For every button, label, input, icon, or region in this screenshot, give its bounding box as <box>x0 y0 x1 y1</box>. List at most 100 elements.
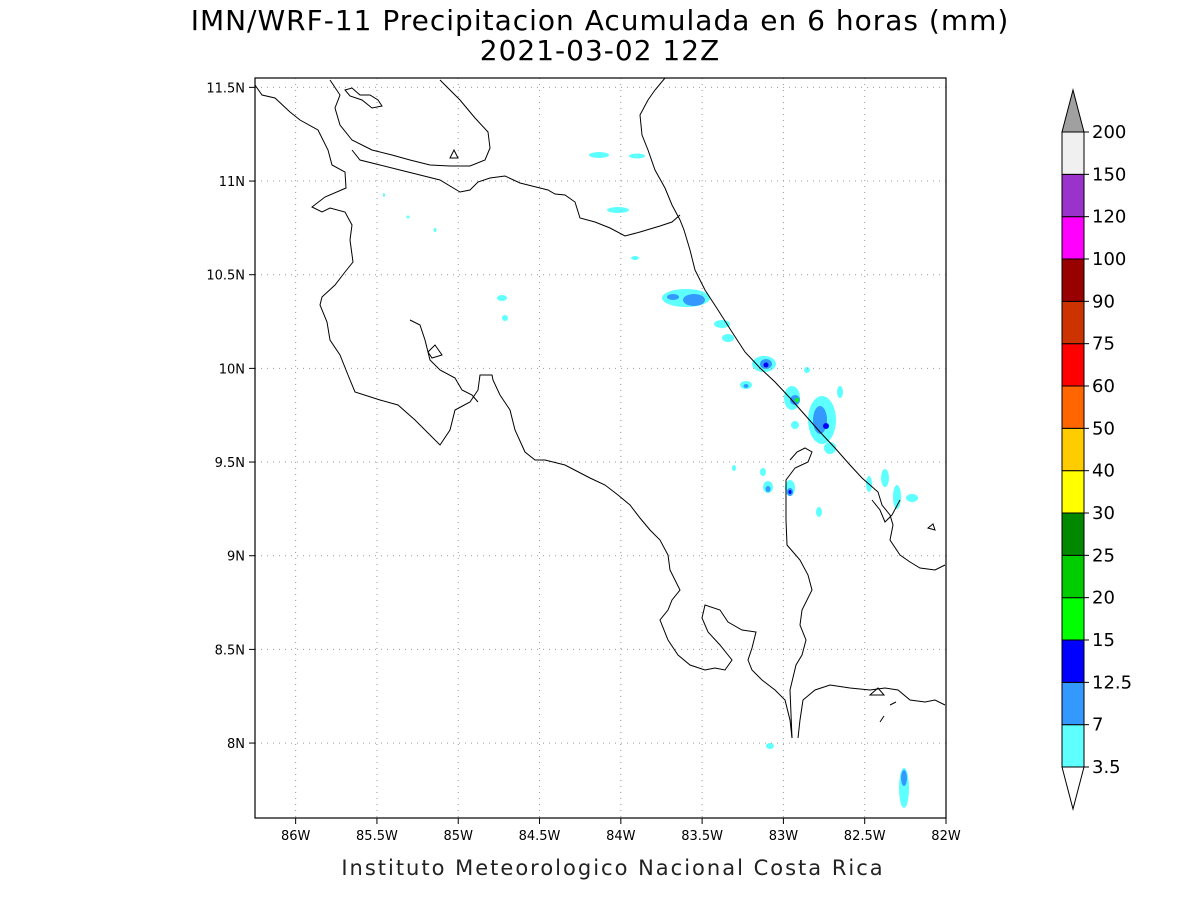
precip-blob <box>906 494 918 502</box>
precip-blob <box>788 490 792 494</box>
precip-blob <box>804 367 810 373</box>
colorbar-label: 150 <box>1092 164 1126 185</box>
lon-tick-label: 85W <box>444 829 474 844</box>
lon-tick-label: 83.5W <box>681 829 723 844</box>
colorbar-swatch <box>1061 216 1085 260</box>
colorbar-label: 90 <box>1092 291 1115 312</box>
precip-blob <box>823 423 829 429</box>
coastline-bocas-del-toro <box>871 499 901 523</box>
colorbar-label: 40 <box>1092 461 1115 482</box>
colorbar-swatch <box>1061 512 1085 556</box>
precip-blob <box>631 256 639 260</box>
coastline-panama-island-3 <box>889 701 897 706</box>
colorbar-label: 60 <box>1092 376 1115 397</box>
lake-island-north <box>344 87 383 109</box>
precip-blob <box>766 743 774 749</box>
footer-credit: Instituto Meteorologico Nacional Costa R… <box>341 856 885 880</box>
precip-blob <box>433 228 437 232</box>
precip-blob <box>383 193 385 197</box>
precip-blob <box>722 334 734 342</box>
colorbar-swatch <box>1061 385 1085 429</box>
map-title: IMN/WRF-11 Precipitacion Acumulada en 6 … <box>190 4 1010 37</box>
precip-blob <box>765 486 771 492</box>
precip-level-3-5 <box>383 152 918 808</box>
precip-level-12-5 <box>763 362 829 494</box>
lat-tick-label: 9.5N <box>215 456 245 471</box>
coastline-small-island <box>926 523 936 531</box>
precip-blob <box>497 295 507 301</box>
colorbar-label: 120 <box>1092 207 1126 228</box>
precip-blob <box>629 153 645 159</box>
precip-blob <box>714 320 730 328</box>
border-nicaragua-costa-rica <box>351 149 681 237</box>
nicoya-peninsula-inner <box>409 319 479 403</box>
precipitation-shading <box>383 152 918 808</box>
map-subtitle-date: 2021-03-02 12Z <box>479 34 721 67</box>
colorbar-label: 100 <box>1092 249 1126 270</box>
colorbar-swatch <box>1061 554 1085 599</box>
lon-tick-label: 84W <box>606 829 636 844</box>
colorbar-min-arrow <box>1061 766 1085 811</box>
precip-blob <box>683 294 705 306</box>
colorbar-label: 25 <box>1092 545 1115 566</box>
lat-tick-label: 11.5N <box>206 81 245 96</box>
precip-blob <box>893 485 901 509</box>
colorbar-label: 50 <box>1092 418 1115 439</box>
precip-blob <box>791 421 799 429</box>
precip-blob <box>760 468 766 476</box>
colorbar-swatch <box>1061 639 1085 683</box>
colorbar-label: 200 <box>1092 122 1126 143</box>
lat-tick-label: 8.5N <box>215 643 245 658</box>
precip-blob <box>732 465 736 471</box>
precip-blob <box>816 507 822 517</box>
precip-blob <box>607 207 629 213</box>
lake-nicaragua <box>329 79 491 167</box>
colorbar-max-arrow <box>1061 88 1085 133</box>
precip-blob <box>763 362 769 368</box>
coastline-caribbean <box>639 78 946 571</box>
colorbar-label: 3.5 <box>1092 757 1121 778</box>
colorbar-swatch <box>1061 681 1085 726</box>
border-costa-rica-panama <box>785 447 813 739</box>
colorbar-swatch <box>1061 470 1085 514</box>
lat-tick-label: 11N <box>219 175 245 190</box>
coastline-panama-island-1 <box>868 687 886 696</box>
coastlines <box>255 78 946 739</box>
precip-blob <box>667 294 679 300</box>
lon-tick-label: 85.5W <box>356 829 398 844</box>
precip-blob <box>813 406 827 434</box>
coastline-panama-island-2 <box>879 715 885 723</box>
lat-tick-label: 8N <box>227 737 245 752</box>
map-frame <box>254 77 947 819</box>
colorbar-swatch <box>1061 131 1085 175</box>
precip-blob <box>406 215 410 219</box>
colorbar-swatch <box>1061 300 1085 345</box>
colorbar-label: 30 <box>1092 503 1115 524</box>
precip-blob <box>589 152 609 158</box>
precip-blob <box>837 386 843 398</box>
precipitation-colorbar: 3.5 7 12.5 15 20 25 30 40 50 60 75 90 100 120 150 200 <box>1061 88 1132 811</box>
precip-blob <box>795 398 799 402</box>
precip-level-15 <box>795 398 799 402</box>
lat-tick-label: 10.5N <box>206 269 245 284</box>
colorbar-label: 15 <box>1092 630 1115 651</box>
lon-tick-label: 82.5W <box>844 829 886 844</box>
lake-island-south <box>449 148 459 159</box>
lon-tick-label: 83W <box>769 829 799 844</box>
lat-tick-label: 10N <box>219 362 245 377</box>
colorbar-swatch <box>1061 597 1085 641</box>
lon-tick-label: 82W <box>931 829 961 844</box>
lat-tick-label: 9N <box>227 550 245 565</box>
colorbar-label: 20 <box>1092 588 1115 609</box>
precip-blob <box>502 315 508 321</box>
axis-ticks: 86W 85.5W 85W 84.5W 84W 83.5W 83W 82.5W 82W 8N 8.5… <box>206 81 961 844</box>
colorbar-swatch <box>1061 173 1085 218</box>
colorbar-swatch <box>1061 258 1085 302</box>
nicoya-island <box>427 344 443 359</box>
lon-tick-label: 86W <box>281 829 311 844</box>
precip-blob <box>824 442 836 454</box>
colorbar-label: 75 <box>1092 334 1115 355</box>
colorbar-swatch <box>1061 724 1085 768</box>
colorbar-swatch <box>1061 343 1085 387</box>
